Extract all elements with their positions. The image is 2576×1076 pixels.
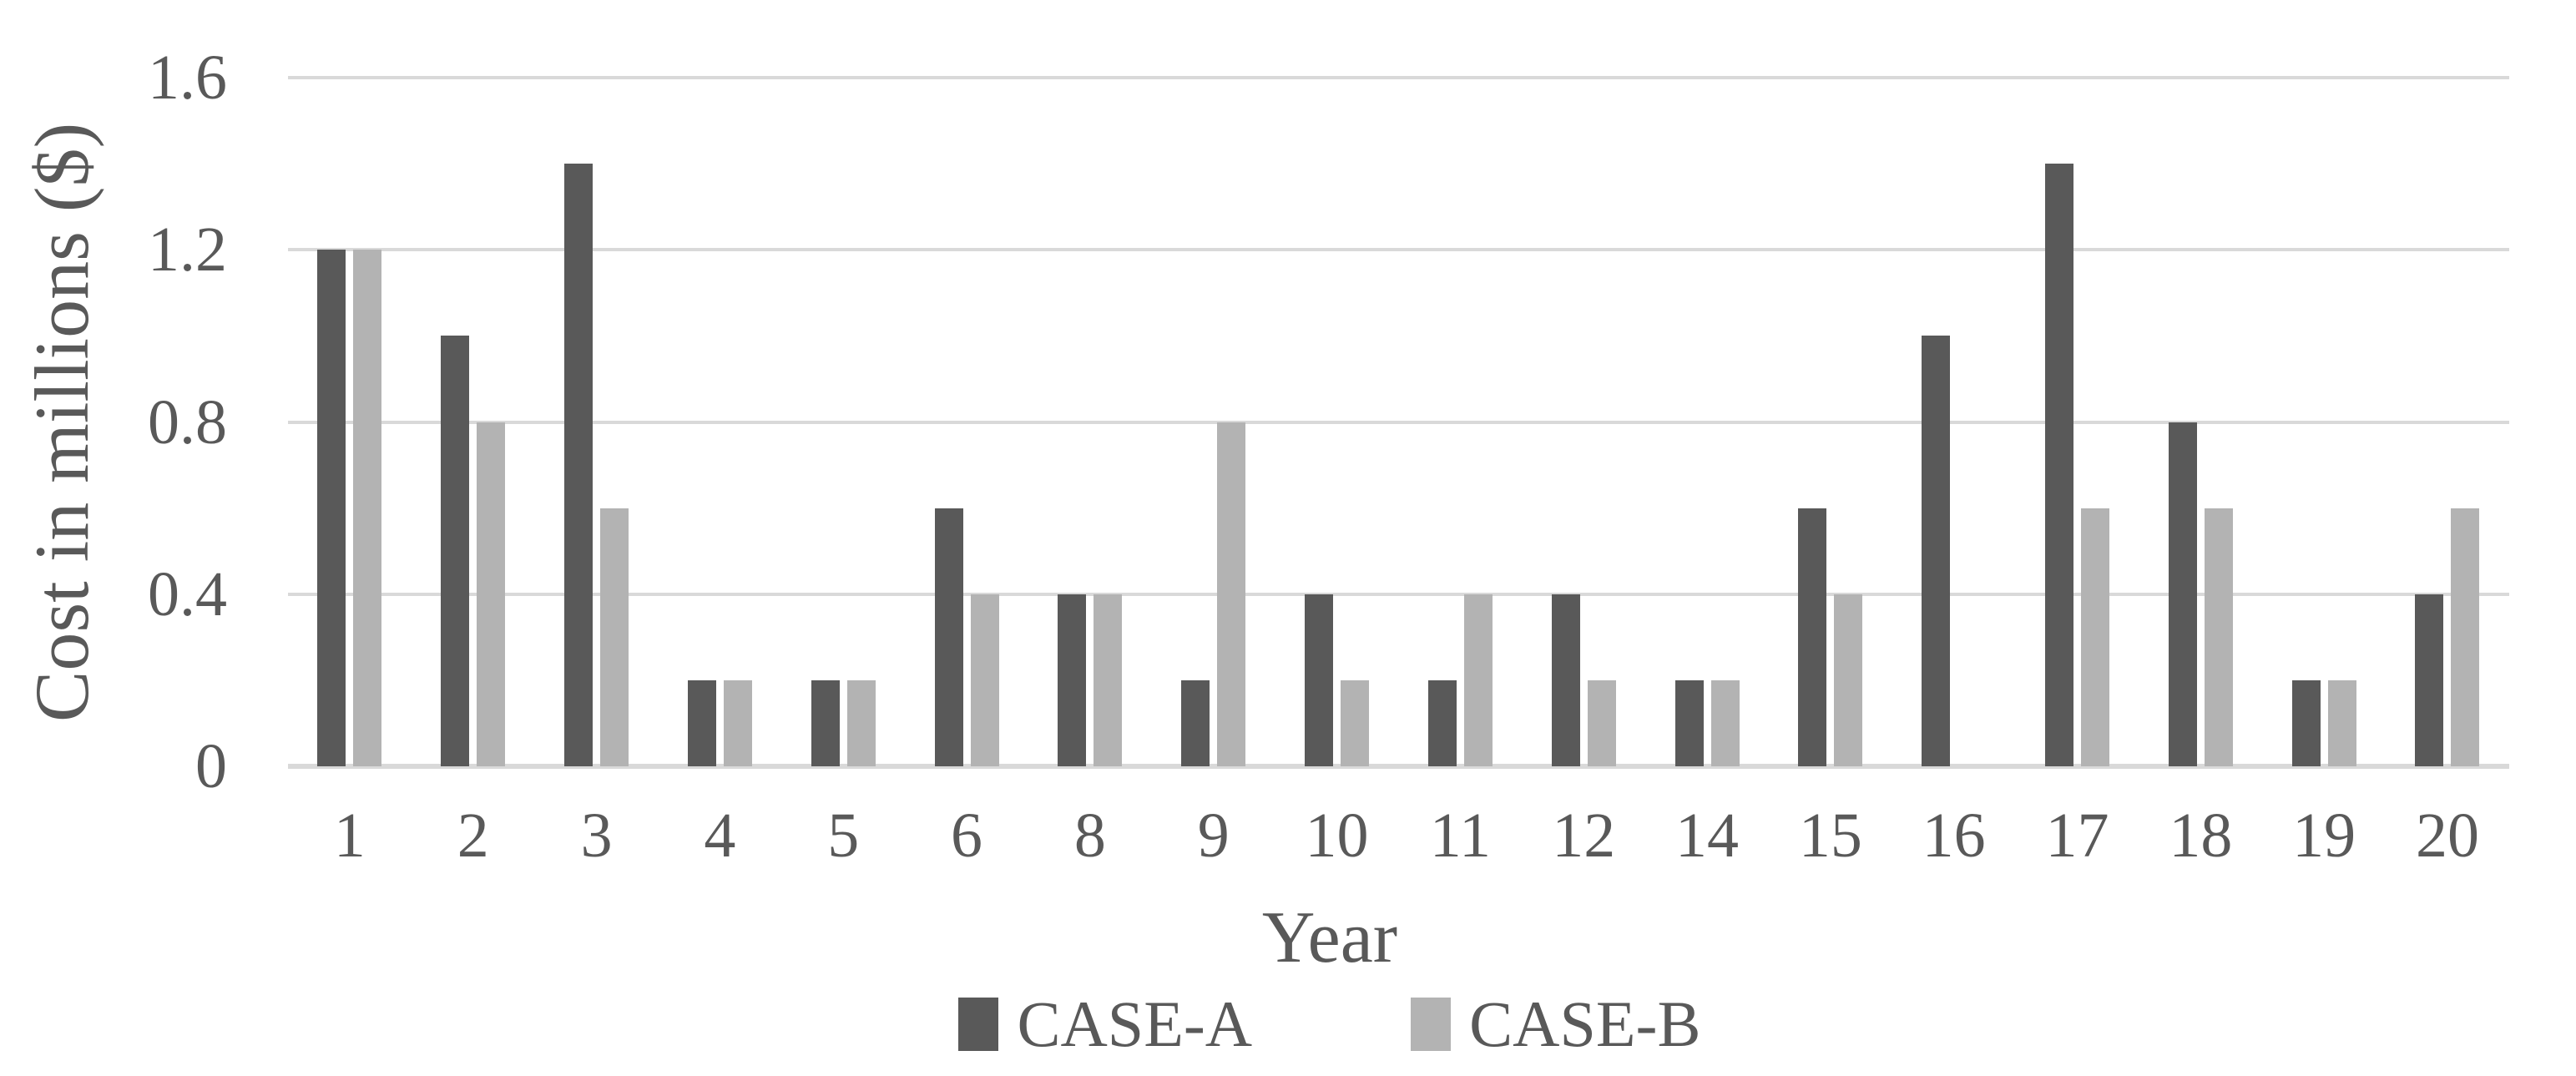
bar-group xyxy=(658,78,781,766)
plot-area xyxy=(288,76,2509,769)
bar-case-a xyxy=(811,679,840,766)
bar-case-a xyxy=(934,508,963,766)
bar-case-b xyxy=(477,422,506,766)
bar-group xyxy=(1645,78,1769,766)
bar-case-b xyxy=(2204,508,2233,766)
bar-group xyxy=(412,78,535,766)
bar-case-b xyxy=(1834,594,1863,766)
x-tick-label: 15 xyxy=(1798,801,1862,871)
bar-group xyxy=(1522,78,1645,766)
x-tick-label: 19 xyxy=(2292,801,2356,871)
x-tick-label: 11 xyxy=(1429,801,1491,871)
gridline xyxy=(288,592,2509,596)
bar-case-a xyxy=(564,164,593,766)
bar-case-b xyxy=(1710,679,1740,766)
x-tick-label: 9 xyxy=(1197,801,1230,871)
legend-entry-case-b: CASE-B xyxy=(1411,988,1701,1060)
bar-case-a xyxy=(1305,594,1334,766)
x-tick-label: 18 xyxy=(2169,801,2233,871)
bars-layer xyxy=(288,78,2509,766)
bar-case-a xyxy=(1181,679,1210,766)
x-axis-line xyxy=(288,764,2509,769)
bar-case-a xyxy=(2415,594,2444,766)
bar-case-b xyxy=(2451,508,2480,766)
x-tick-label: 20 xyxy=(2415,801,2479,871)
x-tick-label: 5 xyxy=(827,801,860,871)
x-tick-label: 3 xyxy=(580,801,613,871)
bar-case-b xyxy=(1587,679,1616,766)
legend: CASE-A CASE-B xyxy=(288,990,2371,1058)
bar-case-b xyxy=(846,679,876,766)
bar-group xyxy=(2139,78,2262,766)
bar-case-b xyxy=(1094,594,1123,766)
bar-case-b xyxy=(1341,679,1370,766)
bar-group xyxy=(781,78,905,766)
bar-case-a xyxy=(2291,679,2321,766)
x-tick-labels: 1 2 3 4 5 6 8 9 10 11 12 14 15 16 17 18 19 20 xyxy=(288,800,2509,871)
bar-group xyxy=(1398,78,1522,766)
y-tick-label: 1.6 xyxy=(148,43,227,113)
case-a-swatch-icon xyxy=(958,998,999,1051)
bar-case-b xyxy=(970,594,999,766)
bar-group xyxy=(2386,78,2509,766)
gridline xyxy=(288,420,2509,424)
x-tick-label: 10 xyxy=(1305,801,1369,871)
bar-case-b xyxy=(1217,422,1246,766)
bar-group xyxy=(2016,78,2139,766)
gridlines-layer xyxy=(288,76,2509,769)
y-tick-labels: 0 0.4 0.8 1.2 1.6 xyxy=(43,44,227,800)
bar-case-a xyxy=(1922,336,1951,766)
bar-group xyxy=(2262,78,2386,766)
bar-case-b xyxy=(600,508,629,766)
bar-case-a xyxy=(2045,164,2073,766)
x-tick-label: 2 xyxy=(457,801,489,871)
bar-case-a xyxy=(1427,679,1457,766)
bar-case-a xyxy=(2168,422,2197,766)
x-tick-label: 16 xyxy=(1922,801,1986,871)
bar-case-b xyxy=(2327,679,2356,766)
legend-label-case-b: CASE-B xyxy=(1469,988,1701,1060)
bar-group xyxy=(1892,78,2016,766)
bar-group xyxy=(1769,78,1892,766)
bar-case-b xyxy=(1463,594,1493,766)
legend-entry-case-a: CASE-A xyxy=(958,990,1252,1058)
x-tick-label: 17 xyxy=(2045,801,2109,871)
y-tick-label: 0.8 xyxy=(148,386,227,457)
bar-group xyxy=(1275,78,1399,766)
bar-case-b xyxy=(353,250,382,766)
y-tick-label: 1.2 xyxy=(148,215,227,285)
bar-case-b xyxy=(2081,508,2109,766)
case-b-swatch-icon xyxy=(1411,998,1452,1051)
bar-group xyxy=(535,78,659,766)
x-tick-label: 12 xyxy=(1552,801,1616,871)
x-tick-label: 6 xyxy=(951,801,983,871)
bar-group xyxy=(1152,78,1275,766)
bar-case-a xyxy=(317,250,346,766)
x-axis-title: Year xyxy=(1261,897,1398,978)
bar-case-a xyxy=(1674,679,1704,766)
bar-group xyxy=(905,78,1028,766)
bar-case-a xyxy=(1058,594,1087,766)
bar-case-a xyxy=(1798,508,1827,766)
bar-case-b xyxy=(723,679,752,766)
bar-case-a xyxy=(687,679,716,766)
y-tick-label: 0 xyxy=(195,731,227,801)
y-tick-label: 0.4 xyxy=(148,558,227,629)
bar-group xyxy=(288,78,412,766)
x-tick-label: 1 xyxy=(333,801,366,871)
bar-case-a xyxy=(1551,594,1580,766)
x-tick-label: 4 xyxy=(704,801,736,871)
legend-label-case-a: CASE-A xyxy=(1017,988,1253,1060)
bar-group xyxy=(1028,78,1152,766)
x-tick-label: 8 xyxy=(1073,801,1106,871)
x-tick-label: 14 xyxy=(1675,801,1740,871)
gridline xyxy=(288,248,2509,252)
gridline xyxy=(288,76,2509,79)
bar-case-a xyxy=(441,336,470,766)
